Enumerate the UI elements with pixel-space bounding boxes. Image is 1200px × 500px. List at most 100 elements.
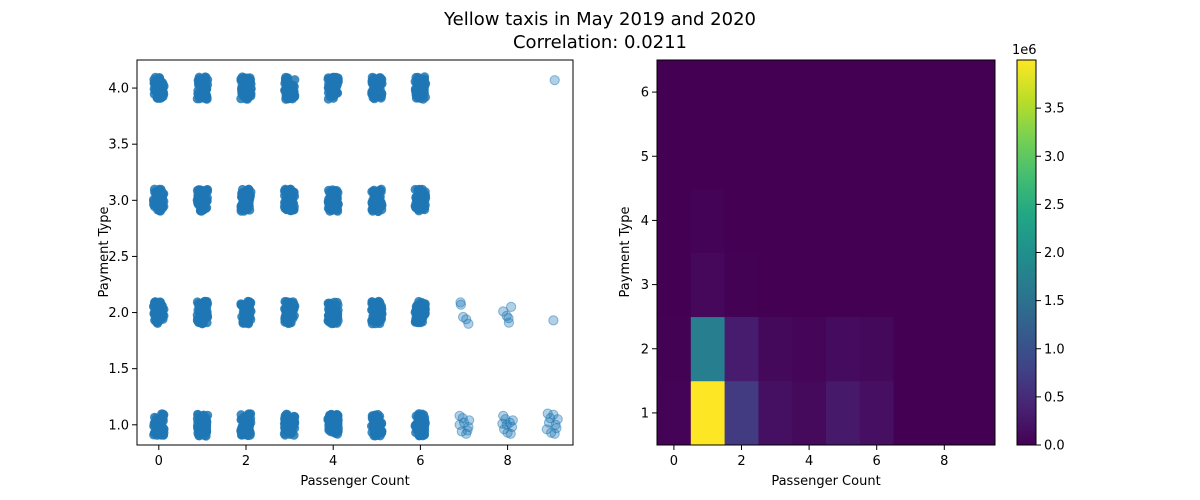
heatmap-y-tick-label: 3 [641,278,649,293]
heatmap-cell [758,316,793,382]
heatmap-cell [961,188,996,253]
scatter-point [280,315,290,325]
figure-subtitle: Correlation: 0.0211 [513,32,687,53]
scatter-point [333,309,343,319]
scatter-point [324,312,335,322]
scatter-point [326,204,336,214]
heatmap-cell [961,252,996,318]
heatmap-cell [927,124,962,189]
scatter-point [155,189,165,199]
scatter-point [370,413,380,423]
scatter-point [551,423,562,434]
heatmap-cell [690,380,725,446]
heatmap-axes-frame [656,59,996,446]
heatmap-cell [826,188,861,253]
colorbar-multiplier: 1e6 [1012,43,1037,58]
heatmap-cell [690,188,725,253]
scatter-cluster [280,72,300,104]
scatter-point [411,199,421,209]
scatter-point [244,199,254,209]
heatmap-cell [724,252,759,318]
scatter-point [195,305,205,315]
heatmap-y-tick-label: 1 [641,406,649,421]
scatter-cluster [367,409,387,441]
scatter-point [198,197,208,207]
scatter-point [332,186,342,196]
heatmap-cell [758,124,793,189]
scatter-cluster [149,184,169,216]
scatter-point [240,430,250,440]
scatter-point [331,428,341,438]
scatter-point [549,75,560,86]
scatter-axes-frame [136,59,574,446]
scatter-cluster [279,409,300,440]
heatmap-cell [893,124,928,189]
scatter-point [369,94,379,104]
scatter-cluster [367,184,387,217]
scatter-cluster [323,297,343,329]
heatmap-cell [657,380,692,446]
heatmap-x-tick-label: 4 [805,454,813,469]
scatter-point [238,204,248,214]
heatmap-cell [826,252,861,318]
scatter-point [150,85,160,95]
scatter-y-tick-label: 1.0 [108,418,129,433]
heatmap-y-axis: 1 2 3 4 5 6 [641,86,657,421]
colorbar-gradient [1017,60,1036,445]
scatter-cluster [192,296,213,329]
scatter-cluster [192,72,213,104]
scatter-cluster [323,409,343,439]
scatter-cluster [236,409,256,441]
colorbar-tick-label: 2.5 [1044,198,1065,213]
scatter-cluster [410,184,431,216]
heatmap-cell [758,252,793,318]
scatter-point [332,79,342,89]
heatmap-x-tick-label: 6 [873,454,881,469]
scatter-point [370,315,380,325]
scatter-point [158,314,168,324]
scatter-cluster [192,409,213,441]
heatmap-cell [859,60,894,125]
heatmap-cell [893,380,928,446]
scatter-cluster [323,72,343,104]
heatmap-cell [893,60,928,125]
figure-title: Yellow taxis in May 2019 and 2020 [443,9,756,30]
heatmap-y-tick-label: 4 [641,214,649,229]
heatmap-cell [859,316,894,382]
scatter-point [415,314,425,324]
scatter-point [239,91,249,101]
scatter-point [505,428,516,439]
scatter-point [202,308,212,318]
scatter-point [374,423,384,434]
heatmap-cell [961,316,996,382]
scatter-point [285,428,295,438]
scatter-point [329,318,339,328]
scatter-cluster [236,184,256,216]
scatter-cluster [149,297,169,328]
scatter-point [457,413,468,424]
heatmap-cell [859,380,894,446]
heatmap-plot: 0 2 4 6 8 1 2 3 4 5 6 Passenger Count Payment Typ… [618,59,996,489]
heatmap-cell [657,188,692,253]
scatter-point [200,420,210,430]
heatmap-cell [724,316,759,382]
heatmap-cell [758,188,793,253]
heatmap-cell [961,60,996,125]
scatter-y-tick-label: 2.5 [108,250,129,265]
scatter-x-tick-label: 2 [242,454,250,469]
heatmap-cell [927,60,962,125]
colorbar-tick-label: 0.0 [1044,439,1065,454]
scatter-point [156,303,166,313]
heatmap-x-axis-label: Passenger Count [771,474,880,489]
scatter-point [548,315,559,326]
scatter-point [154,73,164,83]
colorbar-tick-label: 2.0 [1044,246,1065,261]
scatter-point [412,192,422,202]
heatmap-cell [792,124,827,189]
heatmap-cell [927,252,962,318]
scatter-point [413,185,423,195]
scatter-point [367,199,378,209]
scatter-cluster [410,409,430,441]
heatmap-y-tick-label: 2 [641,342,649,357]
scatter-point [280,422,290,432]
